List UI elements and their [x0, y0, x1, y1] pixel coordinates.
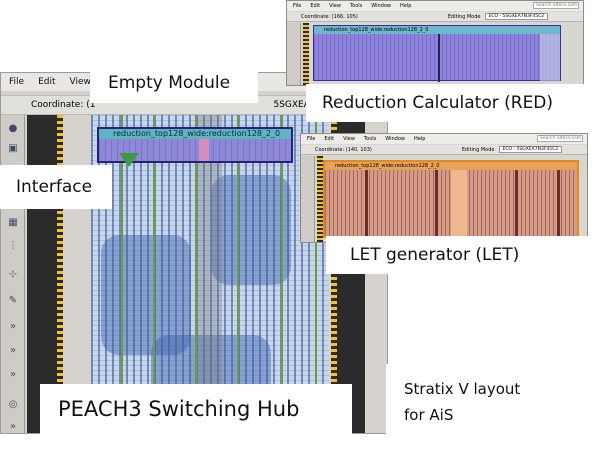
editing-mode-label: Editing Mode [447, 13, 481, 20]
floorplan-icon[interactable]: ▣ [8, 142, 18, 154]
zoom-icon[interactable]: ◎ [8, 398, 18, 410]
menu-file[interactable]: File [293, 3, 302, 9]
clock-line [281, 115, 283, 433]
fabric-routing [91, 115, 329, 433]
io-pins-left [57, 115, 63, 433]
menu-window[interactable]: Window [371, 3, 391, 9]
red-menubar: File Edit View Tools Window Help [287, 1, 583, 11]
let-left-toolbar [301, 156, 315, 242]
chevron-down-icon[interactable]: » [9, 420, 17, 432]
menu-view[interactable]: View [343, 136, 355, 142]
let-column-mark [435, 170, 438, 238]
clock-line [315, 115, 317, 433]
search-input[interactable]: Search altera.com [537, 135, 583, 142]
pin-icon[interactable]: ⊹ [8, 268, 18, 280]
let-module-title: reduction_top128_wide:reduction128_2_0 [325, 162, 577, 170]
main-coordinate-readout: Coordinate: (1 [31, 100, 96, 110]
select-tool-icon[interactable]: ● [8, 122, 18, 134]
module-title: reduction_top128_wide:reduction128_2_0 [99, 129, 291, 139]
menu-edit[interactable]: Edit [310, 3, 321, 9]
menu-edit[interactable]: Edit [38, 77, 56, 87]
io-pins-right [331, 115, 337, 433]
stratix-caption-line1: Stratix V layout [404, 380, 521, 398]
let-coordinate-bar: Coordinate: (140, 103) Editing Mode ECO … [301, 145, 587, 155]
let-io-pins [317, 156, 323, 242]
let-menubar: File Edit View Tools Window Help [301, 134, 587, 144]
interface-marker-icon [119, 153, 139, 167]
menu-file[interactable]: File [9, 77, 25, 87]
chevron-down-icon[interactable]: » [9, 320, 17, 332]
logic-cluster [211, 175, 291, 285]
stratix-caption-line2: for AiS [404, 406, 454, 424]
menu-view[interactable]: View [329, 3, 341, 9]
red-region-edge [540, 34, 560, 82]
hub-label: PEACH3 Switching Hub [40, 384, 352, 434]
module-marker [199, 139, 209, 161]
let-column-mark [515, 170, 518, 238]
editing-mode-select[interactable]: ECO - 5SGXEA7N3F45C2 [498, 146, 563, 153]
menu-help[interactable]: Help [399, 3, 412, 9]
menu-edit[interactable]: Edit [324, 136, 335, 142]
red-left-toolbar [287, 23, 301, 85]
ruler-icon[interactable]: ⫶ [11, 240, 15, 252]
menu-file[interactable]: File [307, 136, 316, 142]
menu-tools[interactable]: Tools [349, 3, 363, 9]
red-window: File Edit View Tools Window Help Search … [286, 0, 584, 86]
coordinate-readout: Coordinate: (166, 105) [301, 13, 358, 20]
main-device-text: 5SGXEA [273, 100, 310, 110]
menu-tools[interactable]: Tools [363, 136, 377, 142]
let-region[interactable]: reduction_top128_wide:reduction128_2_0 [323, 160, 579, 238]
clock-line [153, 115, 155, 433]
coordinate-readout: Coordinate: (140, 103) [315, 146, 372, 153]
menu-view[interactable]: View [69, 77, 91, 87]
layer-icon[interactable]: ▦ [8, 216, 18, 228]
menu-window[interactable]: Window [385, 136, 405, 142]
let-label: LET generator (LET) [326, 236, 600, 274]
red-io-pins [303, 23, 309, 85]
menu-help[interactable]: Help [413, 136, 426, 142]
clock-line [237, 115, 239, 433]
edit-icon[interactable]: ✎ [8, 294, 18, 306]
empty-module-label: Empty Module [90, 63, 258, 103]
let-hot-column [451, 170, 467, 238]
let-window: File Edit View Tools Window Help Search … [300, 133, 588, 243]
red-label: Reduction Calculator (RED) [306, 84, 600, 122]
interface-label: Interface [0, 165, 112, 209]
logic-cluster [101, 235, 191, 355]
red-module-title: reduction_top128_wide:reduction128_2_0 [314, 26, 560, 34]
red-coordinate-bar: Coordinate: (166, 105) Editing Mode ECO … [287, 12, 583, 22]
let-column-mark [557, 170, 560, 238]
gray-region [196, 115, 222, 433]
stratix-caption: Stratix V layout for AiS [386, 364, 600, 440]
let-column-mark [365, 170, 368, 238]
clock-line [121, 115, 123, 433]
red-region[interactable]: reduction_top128_wide:reduction128_2_0 [313, 25, 561, 82]
chevron-down-icon[interactable]: » [9, 368, 17, 380]
search-input[interactable]: Search altera.com [533, 2, 579, 9]
chevron-down-icon[interactable]: » [9, 344, 17, 356]
main-left-toolbar: ● ▣ ✋ ▦ ⫶ ⊹ ✎ » » » ◎ » [1, 115, 25, 433]
module-hatch [99, 139, 291, 161]
editing-mode-select[interactable]: ECO - 5SGXEA7N3F45C2 [484, 13, 549, 20]
editing-mode-label: Editing Mode [461, 146, 495, 153]
clock-line [195, 115, 197, 433]
red-region-divider [438, 34, 440, 82]
